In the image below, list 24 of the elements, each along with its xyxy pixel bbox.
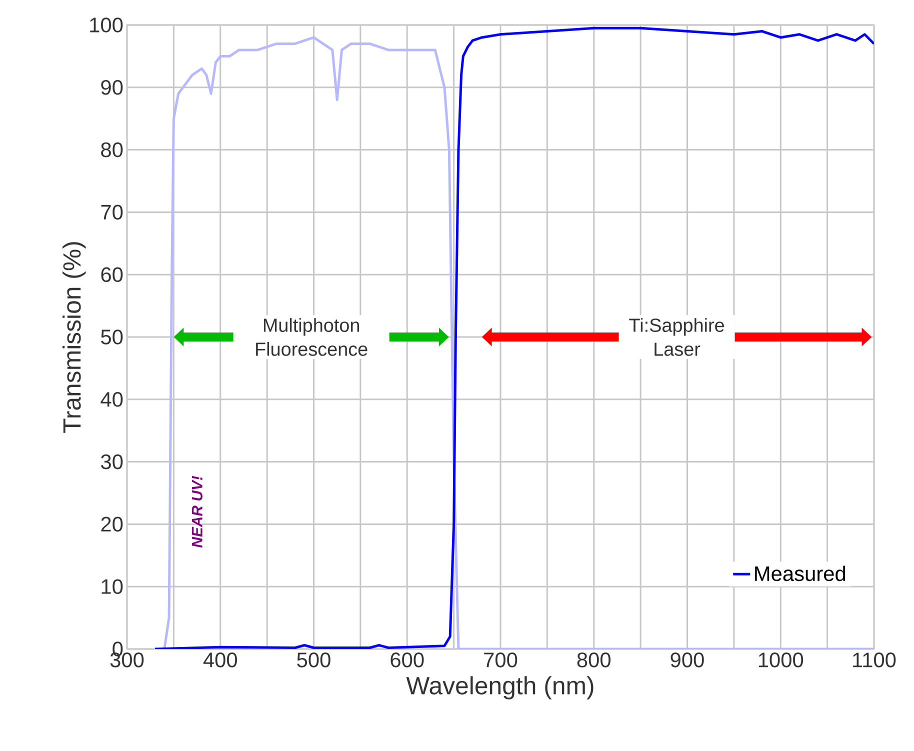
x-tick-label: 800 — [577, 652, 610, 668]
x-tick-label: 600 — [390, 652, 424, 668]
annotation: Multiphoton Fluorescence — [256, 318, 368, 356]
x-axis-title: Wavelength (nm) — [406, 676, 594, 700]
x-tick-label: 500 — [297, 652, 330, 668]
y-tick-label: 30 — [101, 454, 123, 470]
y-axis-title: Transmission (%) — [62, 242, 86, 433]
x-tick-label: 1000 — [758, 652, 804, 668]
legend-label: Measured — [755, 566, 846, 582]
x-tick-label: 900 — [670, 652, 704, 668]
y-tick-label: 20 — [101, 516, 123, 532]
y-tick-label: 80 — [101, 142, 123, 158]
annotation: NEAR UV! — [192, 476, 202, 548]
y-tick-label: 50 — [101, 330, 123, 344]
y-tick-label: 100 — [90, 18, 123, 32]
y-tick-label: 40 — [100, 392, 123, 407]
annotation: Ti:Sapphire Laser — [629, 318, 724, 356]
y-tick-label: 70 — [101, 204, 123, 220]
x-tick-label: 400 — [203, 652, 237, 668]
y-tick-label: 10 — [102, 579, 123, 594]
y-tick-label: 60 — [101, 267, 123, 282]
y-tick-label: 90 — [101, 80, 123, 95]
x-tick-label: 700 — [484, 652, 518, 668]
x-tick-label: 1100 — [853, 652, 896, 668]
